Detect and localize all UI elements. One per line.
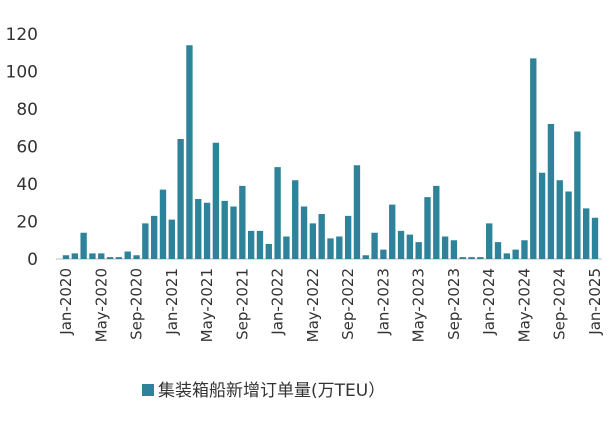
- bar: [344, 215, 352, 259]
- bar: [521, 240, 528, 259]
- x-tick-label: Jan-2023: [374, 268, 392, 336]
- bar: [468, 257, 475, 259]
- bar: [247, 230, 255, 259]
- bar: [327, 238, 334, 259]
- x-tick-label: Sep-2021: [233, 268, 251, 340]
- bar: [195, 199, 202, 259]
- bar: [186, 45, 193, 259]
- bar: [212, 142, 220, 259]
- bar: [283, 236, 290, 259]
- bar: [556, 180, 563, 259]
- x-tick-label: May-2022: [304, 268, 322, 342]
- bar: [239, 185, 246, 259]
- bar: [98, 253, 105, 259]
- bar: [494, 242, 502, 259]
- x-tick-label: Sep-2023: [445, 268, 463, 340]
- bar: [583, 208, 590, 259]
- y-tick-label: 80: [16, 100, 38, 120]
- bar: [230, 206, 237, 259]
- bar: [106, 257, 114, 259]
- bar: [591, 217, 599, 259]
- bar: [142, 223, 149, 259]
- x-tick-label: Jan-2021: [163, 268, 181, 336]
- bar: [150, 215, 158, 259]
- y-tick-label: 40: [16, 175, 38, 195]
- bar: [80, 232, 87, 259]
- x-tick-label: May-2024: [515, 268, 533, 342]
- bar: [565, 191, 572, 259]
- bar: [574, 131, 581, 259]
- bar: [441, 236, 449, 259]
- x-tick-label: May-2020: [92, 268, 110, 342]
- bar: [256, 230, 264, 259]
- bar: [159, 189, 167, 259]
- bar: [397, 230, 405, 259]
- bar: [292, 180, 299, 259]
- y-tick-label: 100: [6, 63, 38, 83]
- bar: [89, 253, 96, 259]
- bar: [62, 255, 70, 259]
- x-tick-label: Jan-2024: [480, 268, 498, 336]
- x-tick-label: Sep-2020: [128, 268, 146, 340]
- bar: [477, 257, 484, 259]
- bar: [371, 232, 378, 259]
- bar: [71, 253, 78, 259]
- y-tick-label: 120: [6, 25, 38, 45]
- bar: [380, 249, 387, 259]
- bar: [115, 257, 123, 259]
- bar: [318, 214, 325, 259]
- legend-swatch: [142, 384, 154, 396]
- bar: [124, 251, 131, 259]
- bar: [168, 219, 175, 259]
- bar: [265, 244, 272, 259]
- bar: [538, 172, 546, 259]
- bar: [177, 139, 184, 259]
- bar: [450, 240, 458, 259]
- x-tick-label: Jan-2020: [57, 268, 75, 336]
- bar: [221, 200, 228, 259]
- bar: [547, 124, 555, 259]
- y-tick-label: 0: [27, 250, 38, 270]
- bar: [309, 223, 317, 259]
- x-tick-label: Jan-2022: [269, 268, 287, 336]
- x-tick-label: Sep-2024: [551, 268, 569, 340]
- legend-label: 集装箱船新增订单量(万TEU）: [158, 381, 385, 401]
- bar: [389, 204, 396, 259]
- bar: [503, 253, 511, 259]
- bar: [433, 185, 440, 259]
- bar: [406, 234, 414, 259]
- y-tick-label: 20: [16, 213, 38, 233]
- bar: [336, 236, 343, 259]
- bar: [300, 206, 308, 259]
- x-tick-label: Jan-2025: [586, 268, 604, 336]
- bar: [133, 255, 140, 259]
- x-tick-label: May-2023: [410, 268, 428, 342]
- bar: [530, 58, 537, 259]
- x-tick-label: Sep-2022: [339, 268, 357, 340]
- bar: [459, 257, 466, 259]
- y-tick-label: 60: [16, 138, 38, 158]
- bar: [486, 223, 493, 259]
- bar: [424, 197, 431, 259]
- bar: [415, 242, 422, 259]
- bar: [353, 165, 361, 259]
- x-tick-label: May-2021: [198, 268, 216, 342]
- bar: [512, 249, 519, 259]
- bar: [362, 255, 369, 259]
- bar: [274, 167, 281, 259]
- bar: [203, 202, 211, 259]
